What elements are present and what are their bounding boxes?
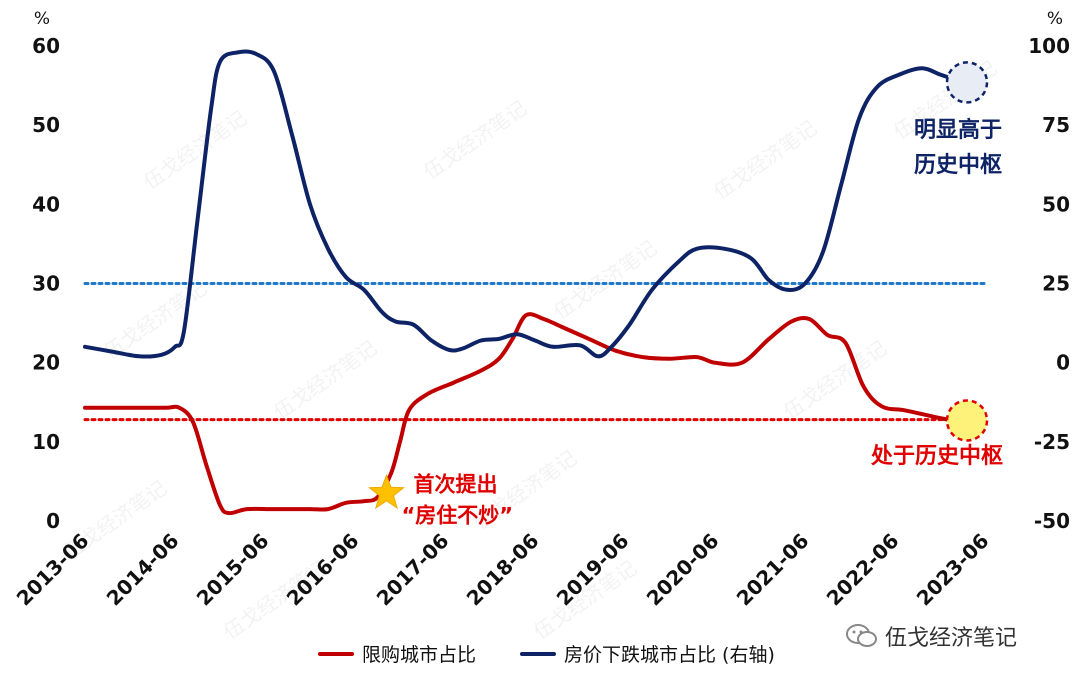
- x-tick-label: 2014-06: [102, 529, 184, 611]
- y-left-tick: 10: [32, 430, 60, 454]
- x-tick-label: 2016-06: [282, 529, 364, 611]
- watermark-text: 伍戈经济笔记: [779, 336, 891, 424]
- watermark-text: 伍戈经济笔记: [269, 336, 381, 424]
- y-right-tick: 25: [1042, 272, 1070, 296]
- annotation-text-first: 首次提出: [414, 472, 498, 496]
- watermark-text: 伍戈经济笔记: [419, 96, 531, 184]
- series-line-restriction: [83, 312, 965, 516]
- brand-mark: 伍戈经济笔记: [845, 620, 1017, 652]
- legend-swatch-navy: [520, 651, 557, 656]
- y-left-tick: 0: [46, 509, 60, 533]
- legend-item-decline: 房价下跌城市占比 (右轴): [520, 640, 775, 667]
- annotation-circle-high: [945, 61, 989, 104]
- y-right-tick: 75: [1042, 113, 1070, 137]
- y-right-tick: -50: [1034, 509, 1070, 533]
- legend: 限购城市占比 房价下跌城市占比 (右轴): [318, 640, 819, 667]
- y-left-unit: %: [34, 9, 50, 29]
- y-right-tick: 100: [1028, 34, 1070, 58]
- wechat-icon: [846, 624, 877, 647]
- x-tick-label: 2021-06: [732, 529, 814, 611]
- x-tick-label: 2020-06: [642, 529, 724, 611]
- x-tick-label: 2017-06: [372, 529, 454, 611]
- annotation-text-high: 历史中枢: [914, 153, 1002, 178]
- y-right-tick: 0: [1056, 351, 1070, 375]
- legend-label-restriction: 限购城市占比: [362, 644, 477, 666]
- y-left-tick: 60: [32, 34, 60, 58]
- x-tick-label: 2018-06: [462, 529, 544, 611]
- x-tick-label: 2022-06: [822, 529, 904, 611]
- legend-item-restriction: 限购城市占比: [318, 640, 476, 667]
- y-right-tick: 50: [1042, 192, 1070, 216]
- y-left-tick: 50: [32, 113, 60, 137]
- annotation-text-high: 明显高于: [914, 117, 1002, 143]
- legend-label-decline: 房价下跌城市占比 (右轴): [564, 644, 775, 666]
- x-tick-label: 2013-06: [12, 529, 94, 611]
- y-left-tick: 40: [32, 192, 60, 216]
- annotation-circle-mid: [945, 399, 989, 442]
- brand-name: 伍戈经济笔记: [885, 626, 1018, 651]
- y-right-tick: -25: [1034, 430, 1070, 454]
- y-right-unit: %: [1047, 9, 1063, 29]
- series-line-decline: [83, 49, 965, 359]
- watermark-text: 伍戈经济笔记: [709, 116, 821, 204]
- annotation-text-mid: 处于历史中枢: [870, 443, 1003, 469]
- watermark-text: 伍戈经济笔记: [549, 236, 661, 324]
- x-tick-label: 2023-06: [912, 529, 994, 611]
- watermark-text: 伍戈经济笔记: [139, 106, 251, 194]
- legend-swatch-red: [318, 651, 354, 656]
- annotation-star: [368, 473, 405, 510]
- y-left-tick: 20: [32, 351, 60, 375]
- y-left-tick: 30: [32, 272, 60, 296]
- annotation-text-first: “房住不炒”: [402, 503, 514, 527]
